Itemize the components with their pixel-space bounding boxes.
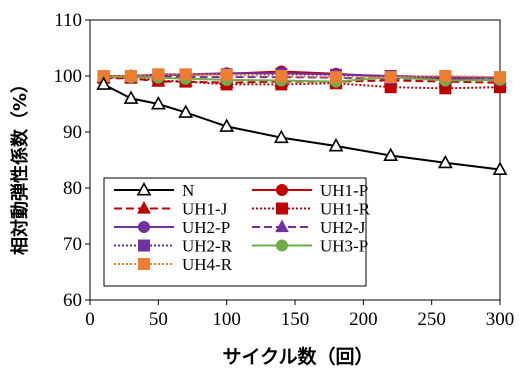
series-line bbox=[103, 75, 501, 83]
x-tick-label: 250 bbox=[417, 309, 446, 330]
legend-item: UH1-J bbox=[114, 200, 228, 219]
y-tick-label: 80 bbox=[63, 178, 82, 199]
x-tick-label: 0 bbox=[85, 309, 95, 330]
legend-swatch-marker bbox=[138, 258, 150, 270]
x-axis-ticks: 0 50 100 150 200 250 300 bbox=[85, 300, 514, 330]
y-axis-ticks: 60 70 80 90 100 110 bbox=[54, 10, 90, 311]
y-tick-label: 110 bbox=[54, 10, 82, 31]
data-point bbox=[219, 118, 235, 132]
y-axis-title: 相対動弾性係数（%） bbox=[9, 75, 31, 255]
legend-label: UH2-J bbox=[320, 218, 366, 237]
x-axis-title: サイクル数（回） bbox=[222, 345, 373, 368]
legend-label: UH1-P bbox=[320, 181, 368, 200]
legend-label: UH3-P bbox=[320, 237, 368, 256]
data-point bbox=[492, 161, 508, 175]
x-tick-label: 200 bbox=[349, 309, 378, 330]
data-point bbox=[439, 70, 452, 82]
x-tick-label: 150 bbox=[281, 309, 310, 330]
legend-swatch-marker bbox=[275, 219, 289, 233]
data-point bbox=[494, 71, 506, 84]
y-tick-label: 100 bbox=[54, 66, 83, 87]
legend-swatch-marker bbox=[138, 239, 150, 252]
series-line bbox=[103, 73, 501, 79]
data-point bbox=[275, 70, 288, 82]
data-point bbox=[96, 76, 112, 90]
legend-swatch-marker bbox=[137, 201, 151, 214]
legend-item: UH4-R bbox=[114, 255, 233, 274]
data-point bbox=[330, 71, 342, 84]
legend-label: UH2-R bbox=[182, 237, 233, 256]
series-n bbox=[96, 76, 508, 175]
legend-label: UH1-J bbox=[182, 200, 228, 219]
legend-swatch-marker bbox=[136, 182, 152, 196]
y-tick-label: 70 bbox=[63, 234, 82, 255]
legend-item: UH2-J bbox=[252, 218, 366, 237]
series-layer bbox=[96, 65, 508, 175]
legend-swatch-marker bbox=[138, 221, 150, 233]
y-tick-label: 60 bbox=[63, 290, 82, 311]
data-point bbox=[328, 138, 344, 152]
data-point bbox=[220, 68, 233, 81]
series-line bbox=[103, 83, 501, 171]
legend-item: N bbox=[114, 181, 194, 200]
data-point bbox=[383, 147, 399, 161]
series-line bbox=[103, 76, 501, 90]
legend-swatch-marker bbox=[276, 239, 288, 252]
legend-label: UH4-R bbox=[182, 255, 233, 274]
legend-swatch-marker bbox=[276, 202, 288, 215]
legend: N UH1-P UH1-J UH1-R UH2-P UH2-J UH2-R UH3-P UH4-… bbox=[103, 177, 371, 287]
data-point bbox=[273, 129, 289, 144]
legend-label: UH2-P bbox=[182, 218, 230, 237]
data-point bbox=[150, 96, 166, 110]
legend-item: UH3-P bbox=[252, 237, 368, 256]
data-point bbox=[437, 154, 453, 169]
data-point bbox=[384, 71, 397, 84]
legend-label: UH1-R bbox=[320, 200, 371, 219]
y-tick-label: 90 bbox=[63, 122, 82, 143]
legend-item: UH1-R bbox=[252, 200, 371, 219]
data-point bbox=[123, 90, 139, 104]
legend-label: N bbox=[182, 181, 194, 200]
legend-item: UH1-P bbox=[252, 181, 368, 200]
data-point bbox=[125, 70, 137, 82]
data-point bbox=[178, 104, 194, 118]
series-uh4-r bbox=[97, 68, 506, 84]
legend-swatch-marker bbox=[276, 184, 288, 196]
x-tick-label: 50 bbox=[149, 309, 168, 330]
legend-item: UH2-P bbox=[114, 218, 230, 237]
x-tick-label: 300 bbox=[486, 309, 515, 330]
x-tick-label: 100 bbox=[212, 309, 241, 330]
legend-item: UH2-R bbox=[114, 237, 233, 256]
data-point bbox=[152, 68, 165, 81]
data-point bbox=[179, 68, 192, 81]
